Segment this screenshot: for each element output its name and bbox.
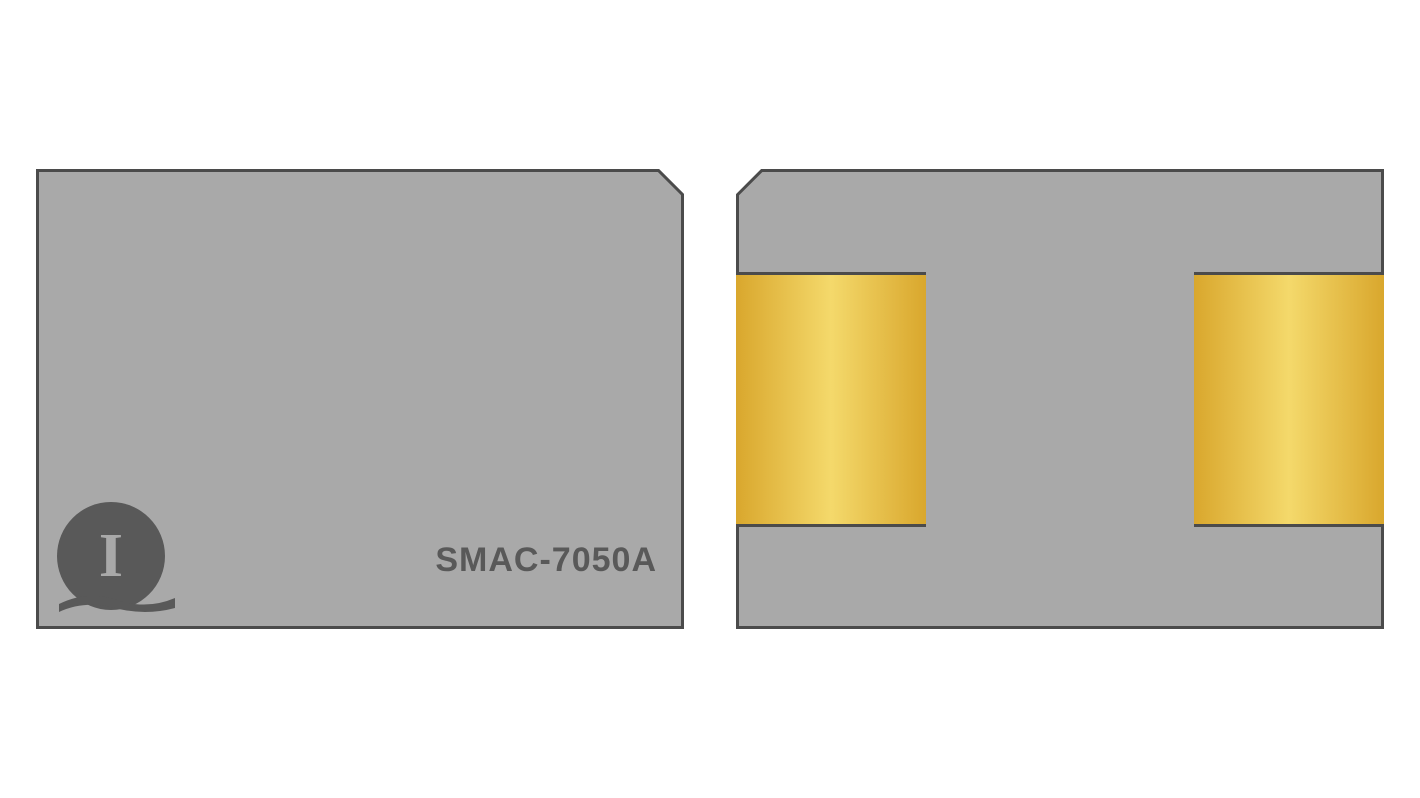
- solder-pad-left: [736, 272, 926, 527]
- component-top-view: I SMAC-7050A: [36, 169, 684, 629]
- brand-logo: I: [57, 502, 165, 610]
- corner-notch-top-right: [657, 169, 684, 196]
- component-bottom-view: [736, 169, 1384, 629]
- brand-logo-letter: I: [99, 521, 123, 592]
- solder-pad-right: [1194, 272, 1384, 527]
- corner-notch-top-left: [736, 169, 763, 196]
- brand-logo-wave-icon: [57, 586, 177, 616]
- solder-pad-right-surface: [1194, 275, 1384, 524]
- part-number-label: SMAC-7050A: [435, 541, 657, 580]
- solder-pad-left-surface: [736, 275, 926, 524]
